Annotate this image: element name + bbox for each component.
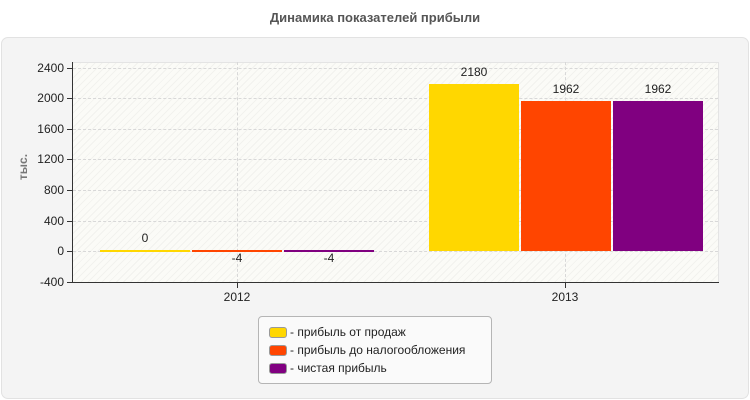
legend-label: - прибыль от продаж xyxy=(290,325,406,339)
bar-2012-pretax-profit[interactable] xyxy=(192,250,282,252)
gridline xyxy=(73,68,718,69)
y-tick-label: 800 xyxy=(43,183,64,197)
legend-item-pretax-profit[interactable]: - прибыль до налогообложения xyxy=(269,342,465,358)
x-tick-label: 2012 xyxy=(223,290,251,304)
gridline xyxy=(73,129,718,130)
y-tick-mark xyxy=(67,159,72,160)
legend-item-net-profit[interactable]: - чистая прибыль xyxy=(269,360,387,376)
gridline xyxy=(73,190,718,191)
legend: - прибыль от продаж - прибыль до налогоо… xyxy=(258,316,492,384)
y-tick-mark xyxy=(67,221,72,222)
value-label: 0 xyxy=(141,231,149,245)
value-label: 1962 xyxy=(644,82,672,96)
y-tick-mark xyxy=(67,68,72,69)
value-label: 1962 xyxy=(552,82,580,96)
gridline xyxy=(73,251,718,252)
y-tick-label: -400 xyxy=(39,275,64,289)
y-tick-label: 0 xyxy=(57,244,64,258)
legend-swatch-icon xyxy=(269,344,287,356)
y-tick-label: 2000 xyxy=(37,91,64,105)
gridline xyxy=(73,98,718,99)
x-tick-mark xyxy=(237,283,238,288)
value-label: -4 xyxy=(231,251,243,265)
gridline xyxy=(73,159,718,160)
value-label: 2180 xyxy=(460,65,488,79)
bar-2013-sales-profit[interactable] xyxy=(429,84,519,251)
vertical-gridline xyxy=(237,62,238,282)
legend-swatch-icon xyxy=(269,362,287,374)
y-tick-label: 400 xyxy=(43,214,64,228)
y-tick-label: 1200 xyxy=(37,152,64,166)
y-tick-mark xyxy=(67,190,72,191)
bar-2012-sales-profit[interactable] xyxy=(100,250,190,252)
x-tick-mark xyxy=(565,283,566,288)
y-tick-mark xyxy=(67,282,72,283)
legend-item-sales-profit[interactable]: - прибыль от продаж xyxy=(269,324,406,340)
value-label: -4 xyxy=(323,251,335,265)
gridline xyxy=(73,221,718,222)
y-tick-label: 2400 xyxy=(37,61,64,75)
y-axis-line xyxy=(72,62,73,283)
y-tick-mark xyxy=(67,98,72,99)
legend-label: - прибыль до налогообложения xyxy=(290,343,466,357)
y-tick-label: 1600 xyxy=(37,122,64,136)
y-tick-mark xyxy=(67,129,72,130)
legend-swatch-icon xyxy=(269,326,287,338)
x-tick-label: 2013 xyxy=(551,290,579,304)
bar-2013-net-profit[interactable] xyxy=(613,101,703,251)
chart-title: Динамика показателей прибыли xyxy=(269,10,481,25)
x-axis-line xyxy=(72,282,719,283)
bar-2013-pretax-profit[interactable] xyxy=(521,101,611,251)
bar-2012-net-profit[interactable] xyxy=(284,250,374,252)
legend-label: - чистая прибыль xyxy=(290,361,387,375)
y-tick-mark xyxy=(67,251,72,252)
